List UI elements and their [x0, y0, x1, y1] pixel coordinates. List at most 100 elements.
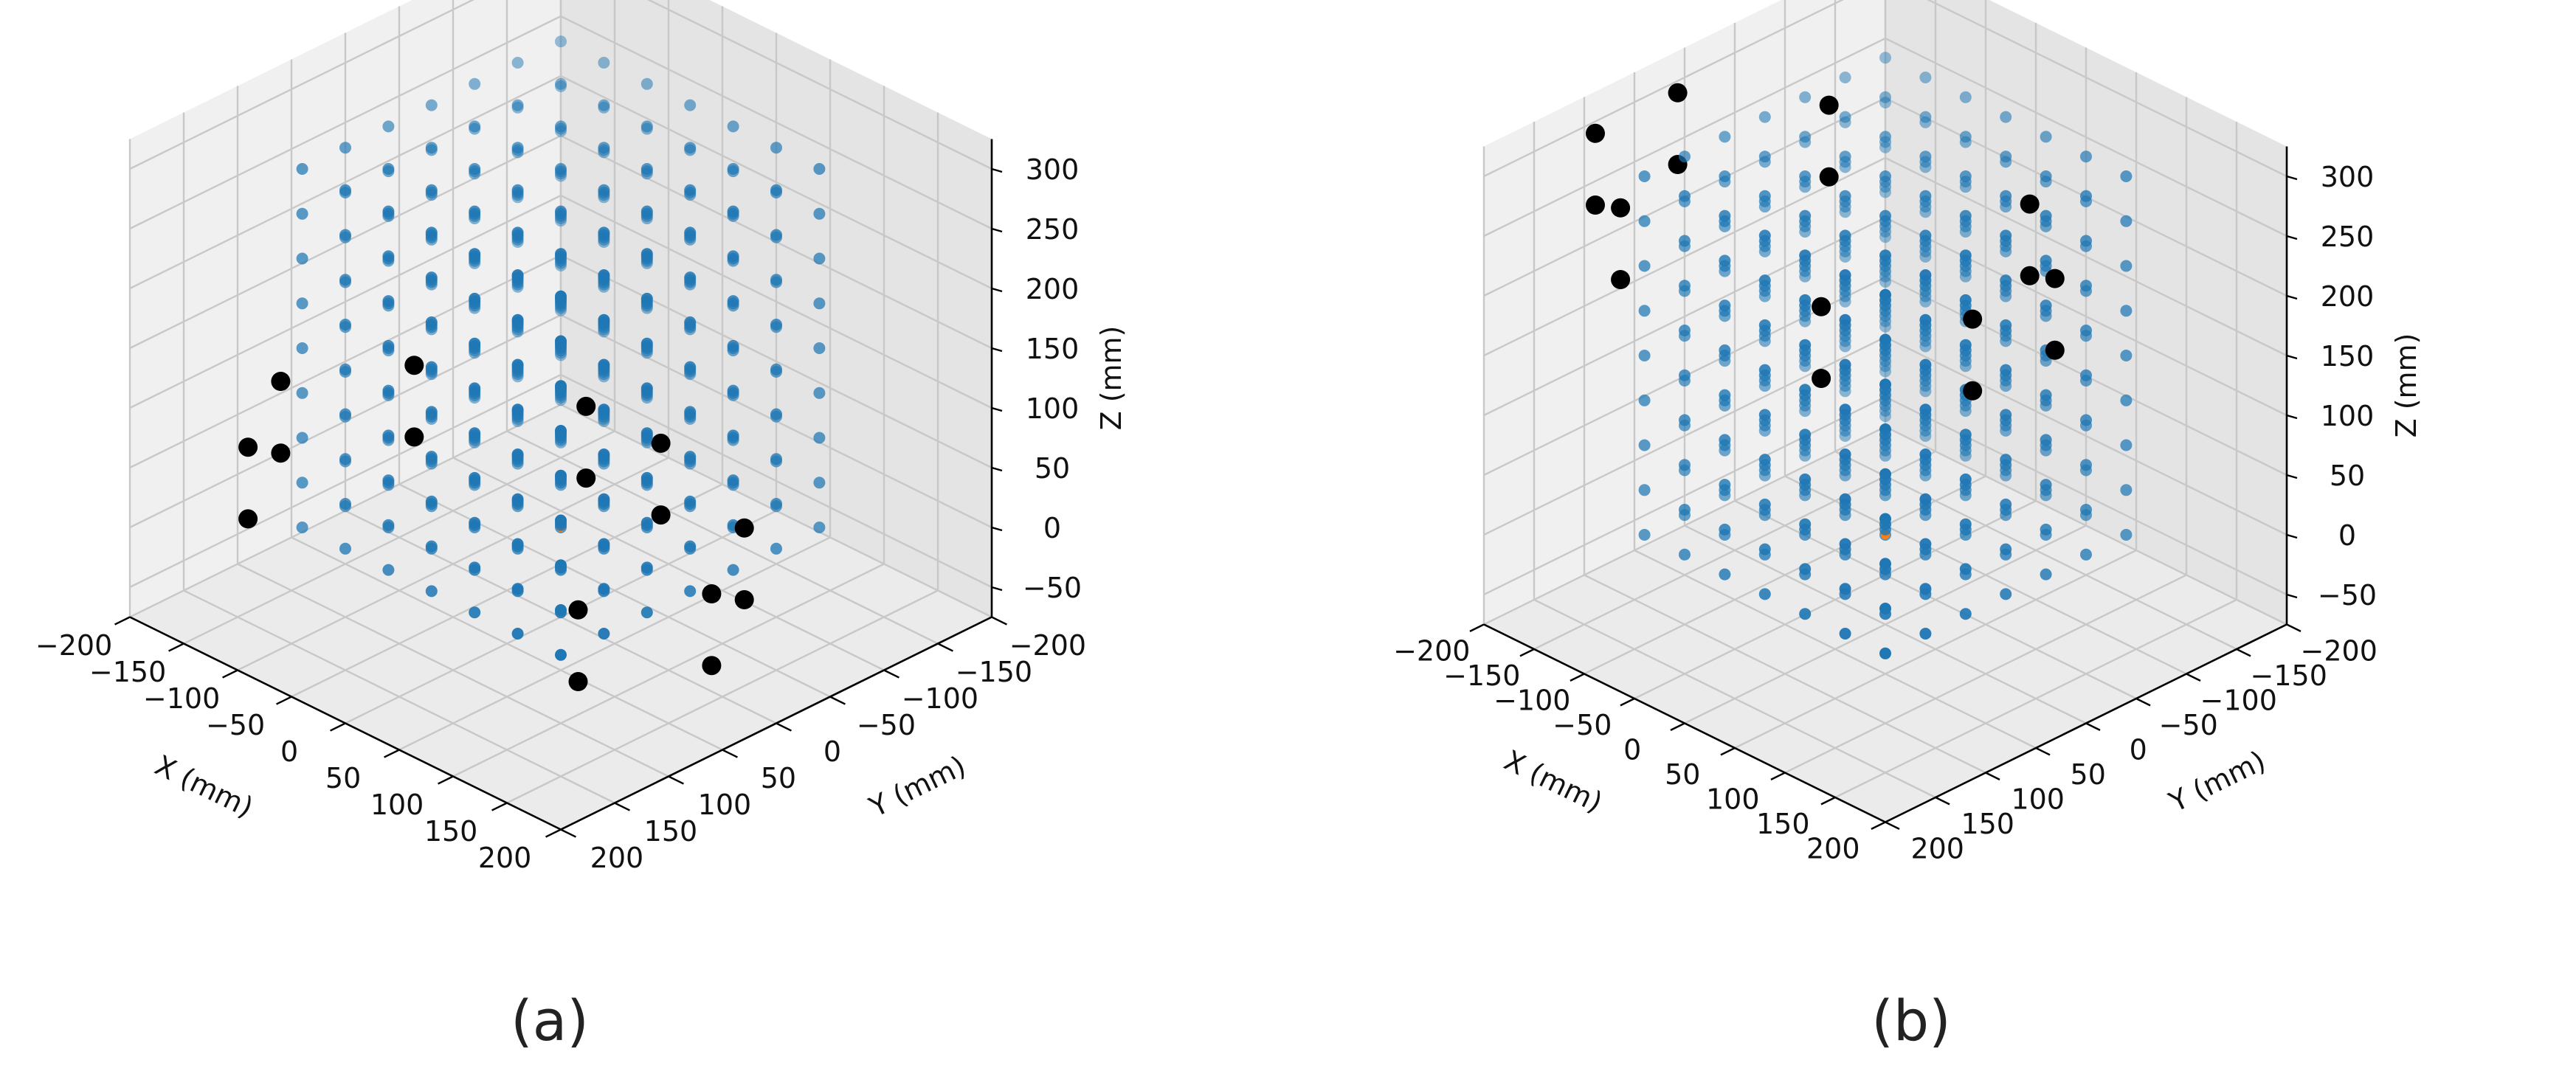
cube-point [339, 363, 351, 375]
cube-point [555, 559, 567, 572]
cube-point [555, 514, 567, 527]
cube-point [382, 339, 395, 352]
cube-point [1799, 563, 1812, 575]
cube-point [1679, 235, 1691, 247]
cube-point [1638, 215, 1651, 227]
cube-point [339, 142, 351, 154]
cube-point [1839, 314, 1851, 326]
y-tick-label: 100 [2011, 783, 2065, 815]
cube-point [1638, 260, 1651, 272]
wall-grid-line [129, 194, 562, 409]
cube-point [511, 448, 524, 460]
x-tick [168, 643, 184, 652]
ring-point [734, 518, 754, 538]
z-tick [991, 167, 1003, 173]
cube-point [1719, 131, 1731, 143]
cube-point [511, 142, 524, 154]
cube-point [1679, 414, 1691, 426]
cube-point [1959, 131, 1972, 143]
cube-point [1799, 91, 1812, 103]
x-tick [1620, 697, 1635, 707]
cube-point [555, 648, 567, 661]
y-tick [1935, 796, 1950, 806]
cube-point [2080, 190, 2092, 202]
cube-point [382, 384, 395, 397]
cube-point [598, 628, 610, 640]
wall-grid-line [129, 15, 562, 230]
cube-point [813, 522, 826, 533]
cube-point [469, 205, 481, 218]
x-tick [438, 775, 454, 785]
cube-point [425, 406, 438, 418]
cube-point [425, 142, 438, 154]
cube-point [2080, 325, 2092, 336]
wall-grid-line [1885, 37, 2287, 238]
ring-point [1586, 195, 1605, 215]
cube-point [640, 427, 653, 440]
cube-point [511, 226, 524, 239]
wall-grid-line [129, 75, 562, 290]
cube-point [1799, 339, 1812, 351]
cube-point [2040, 254, 2052, 267]
wall-grid-line [1885, 336, 2287, 536]
x-tick-label: −100 [1494, 684, 1570, 716]
cube-point [770, 542, 782, 555]
cube-point [1719, 254, 1731, 267]
cube-point [2080, 280, 2092, 292]
cube-point [425, 585, 438, 598]
wall-grid-line [560, 75, 992, 290]
cube-point [1638, 529, 1651, 541]
cube-point [640, 77, 653, 90]
cube-point [469, 163, 481, 175]
z-tick-label: 150 [1026, 333, 1080, 365]
cube-point [1839, 269, 1851, 281]
x-tick-label: 100 [1706, 783, 1760, 815]
cube-point [2120, 484, 2133, 496]
floor-grid-line [1784, 475, 2187, 675]
cube-point [382, 564, 395, 576]
cube-point [813, 163, 826, 175]
cube-point [2080, 235, 2092, 247]
z-tick-label: 250 [1026, 213, 1080, 246]
cube-point [1839, 111, 1851, 123]
cube-point [1638, 170, 1651, 182]
z-axis-title: Z (mm) [1095, 326, 1128, 431]
cube-point [555, 35, 567, 48]
cube-point [382, 250, 395, 263]
cube-point [1959, 473, 1972, 485]
cube-point [1879, 52, 1891, 64]
ring-point [702, 656, 722, 676]
x-tick [330, 722, 346, 732]
cube-point [2120, 305, 2133, 317]
z-tick-label: −50 [2318, 579, 2377, 612]
cube-point [1839, 150, 1851, 163]
cube-point [1919, 269, 1932, 281]
z-tick [2286, 414, 2298, 420]
y-tick [2236, 648, 2251, 657]
floor-grid-line [1634, 549, 2037, 749]
y-tick-label: −100 [2200, 684, 2277, 716]
cube-point [469, 248, 481, 260]
cube-point [425, 361, 438, 373]
wall-grid-line [1885, 216, 2287, 417]
cube-point [1919, 583, 1932, 595]
cube-point [1879, 468, 1891, 480]
cube-point [511, 493, 524, 505]
y-tick-label: 200 [590, 842, 644, 874]
cube-point [469, 471, 481, 484]
cube-point [555, 248, 567, 260]
x-tick [1469, 623, 1485, 632]
cube-point [1879, 647, 1891, 659]
cube-point [684, 406, 697, 418]
z-tick [991, 347, 1003, 353]
cube-point [2040, 523, 2052, 536]
cube-point [1758, 319, 1771, 331]
cube-point [1638, 350, 1651, 361]
cube-point [1719, 299, 1731, 312]
cube-point [469, 427, 481, 440]
z-tick-label: 0 [2338, 519, 2356, 552]
y-tick [560, 828, 576, 838]
cube-point [1839, 404, 1851, 416]
cube-point [1799, 608, 1812, 620]
y-tick-label: 0 [2130, 733, 2147, 766]
